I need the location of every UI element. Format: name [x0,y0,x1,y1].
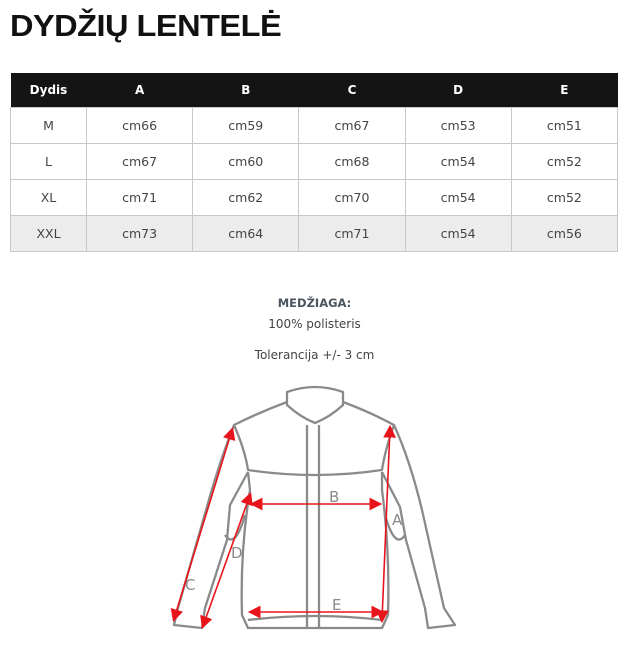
table-cell: cm67 [85,143,194,180]
table-cell: cm60 [192,143,300,180]
label-b: B [329,488,339,506]
label-d: D [231,544,243,562]
arrow-c [170,426,236,623]
table-cell: cm59 [192,107,300,144]
header-cell: D [405,73,512,108]
table-cell: XXL [10,215,87,252]
table-cell: cm51 [510,107,619,144]
table-row: XXL cm73 cm64 cm71 cm54 cm56 [10,215,619,252]
table-cell: XL [10,179,87,216]
table-cell: cm54 [404,143,512,180]
table-cell: cm68 [298,143,406,180]
table-cell: cm66 [85,107,194,144]
table-cell: cm53 [404,107,512,144]
table-cell: cm52 [510,143,619,180]
table-cell: cm73 [85,215,194,252]
label-a: A [392,511,403,529]
table-cell: cm71 [298,215,406,252]
table-header-row: Dydis A B C D E [10,73,618,108]
material-label: MEDŽIAGA: [277,296,352,310]
jacket-diagram: B A D C E [170,385,457,630]
table-cell: cm54 [404,179,512,216]
table-row: XL cm71 cm62 cm70 cm54 cm52 [10,179,619,216]
jacket-outline [172,385,457,630]
table-cell: cm62 [192,179,300,216]
table-cell: L [10,143,87,180]
header-cell: E [511,73,618,108]
table-cell: cm52 [510,179,619,216]
label-c: C [185,576,195,594]
label-e: E [332,596,341,614]
header-cell: Dydis [10,73,87,108]
table-cell: cm71 [85,179,194,216]
header-cell: A [86,73,193,108]
arrow-a [376,424,396,624]
table-cell: cm64 [192,215,300,252]
table-cell: cm54 [404,215,512,252]
table-cell: cm67 [298,107,406,144]
table-cell: M [10,107,87,144]
table-cell: cm70 [298,179,406,216]
header-cell: C [298,73,406,108]
arrow-d [200,491,253,630]
table-cell: cm56 [510,215,619,252]
header-cell: B [192,73,299,108]
tolerance-text: Tolerancija +/- 3 cm [254,348,375,362]
material-value: 100% polisteris [268,317,361,331]
page-title: DYDŽIŲ LENTELĖ [10,8,282,43]
